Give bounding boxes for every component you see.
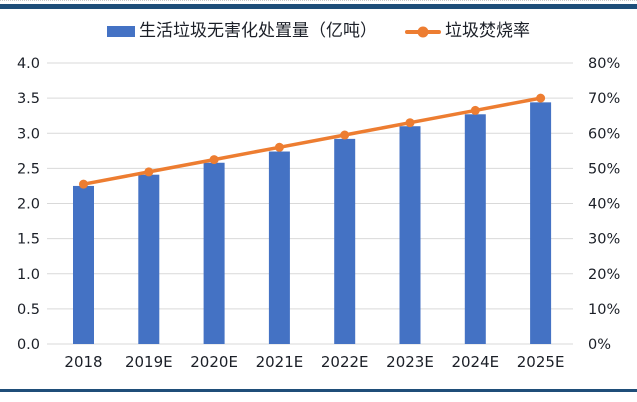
bar-2025E <box>530 102 552 344</box>
right-axis-tick-label: 10% <box>588 302 620 318</box>
right-axis-tick-label: 50% <box>588 161 620 177</box>
line-point-2025E <box>536 93 546 103</box>
bar-2020E <box>203 162 225 344</box>
x-axis-tick-label: 2025E <box>517 353 565 371</box>
line-point-2020E <box>209 155 219 165</box>
line-point-2018 <box>79 179 88 189</box>
left-axis-tick-label: 3.0 <box>17 126 40 142</box>
left-axis-tick-label: 2.5 <box>17 161 40 177</box>
bar-2018 <box>73 185 94 344</box>
bar-2019E <box>138 174 160 344</box>
line-point-2019E <box>144 167 154 177</box>
left-axis-tick-label: 2.0 <box>17 197 40 213</box>
top-dotted-divider <box>0 0 637 1</box>
incineration-rate-line <box>81 96 543 186</box>
legend-item-line-series: 垃圾焚烧率 <box>405 23 530 40</box>
legend-item-bar-series: 生活垃圾无害化处置量（亿吨） <box>107 23 377 40</box>
x-axis-tick-label: 2023E <box>386 353 434 371</box>
x-axis-tick-label: 2022E <box>321 353 369 371</box>
right-axis-tick-label: 70% <box>588 91 620 107</box>
legend-bar-swatch-icon <box>107 26 135 37</box>
bar-2024E <box>464 114 486 344</box>
top-border-rule <box>0 4 637 9</box>
line-point-2022E <box>340 130 350 140</box>
line-point-2021E <box>274 142 284 152</box>
legend-line-dot-icon <box>417 26 429 37</box>
left-axis-tick-label: 1.5 <box>17 232 40 248</box>
right-axis-tick-label: 0% <box>588 337 611 353</box>
x-axis-tick-label: 2020E <box>190 353 238 371</box>
x-axis-tick-label: 2021E <box>256 353 304 371</box>
right-axis-tick-label: 20% <box>588 267 620 283</box>
right-axis-tick-label: 30% <box>588 232 620 248</box>
chart-legend: 生活垃圾无害化处置量（亿吨） 垃圾焚烧率 <box>0 23 637 40</box>
right-axis-tick-label: 40% <box>588 197 620 213</box>
x-axis-tick-label: 2018 <box>64 353 102 371</box>
left-axis-tick-label: 3.5 <box>17 91 40 107</box>
left-axis-tick-label: 1.0 <box>17 267 40 283</box>
legend-line-marker-icon <box>405 26 441 37</box>
bar-2022E <box>334 138 356 344</box>
x-axis-tick-label: 2019E <box>125 353 173 371</box>
bar-2021E <box>268 151 290 344</box>
legend-label-line-series: 垃圾焚烧率 <box>445 21 530 41</box>
left-axis-tick-label: 0.0 <box>17 337 40 353</box>
left-axis-tick-label: 4.0 <box>17 56 40 72</box>
line-point-2024E <box>470 105 480 115</box>
right-axis-tick-label: 60% <box>588 126 620 142</box>
right-axis-tick-label: 80% <box>588 56 620 72</box>
x-axis-tick-label: 2024E <box>451 353 499 371</box>
left-axis-tick-label: 0.5 <box>17 302 40 318</box>
bottom-border-rule <box>0 389 637 392</box>
bar-2023E <box>399 126 421 344</box>
line-point-2023E <box>405 118 415 128</box>
legend-label-bar-series: 生活垃圾无害化处置量（亿吨） <box>139 21 377 41</box>
